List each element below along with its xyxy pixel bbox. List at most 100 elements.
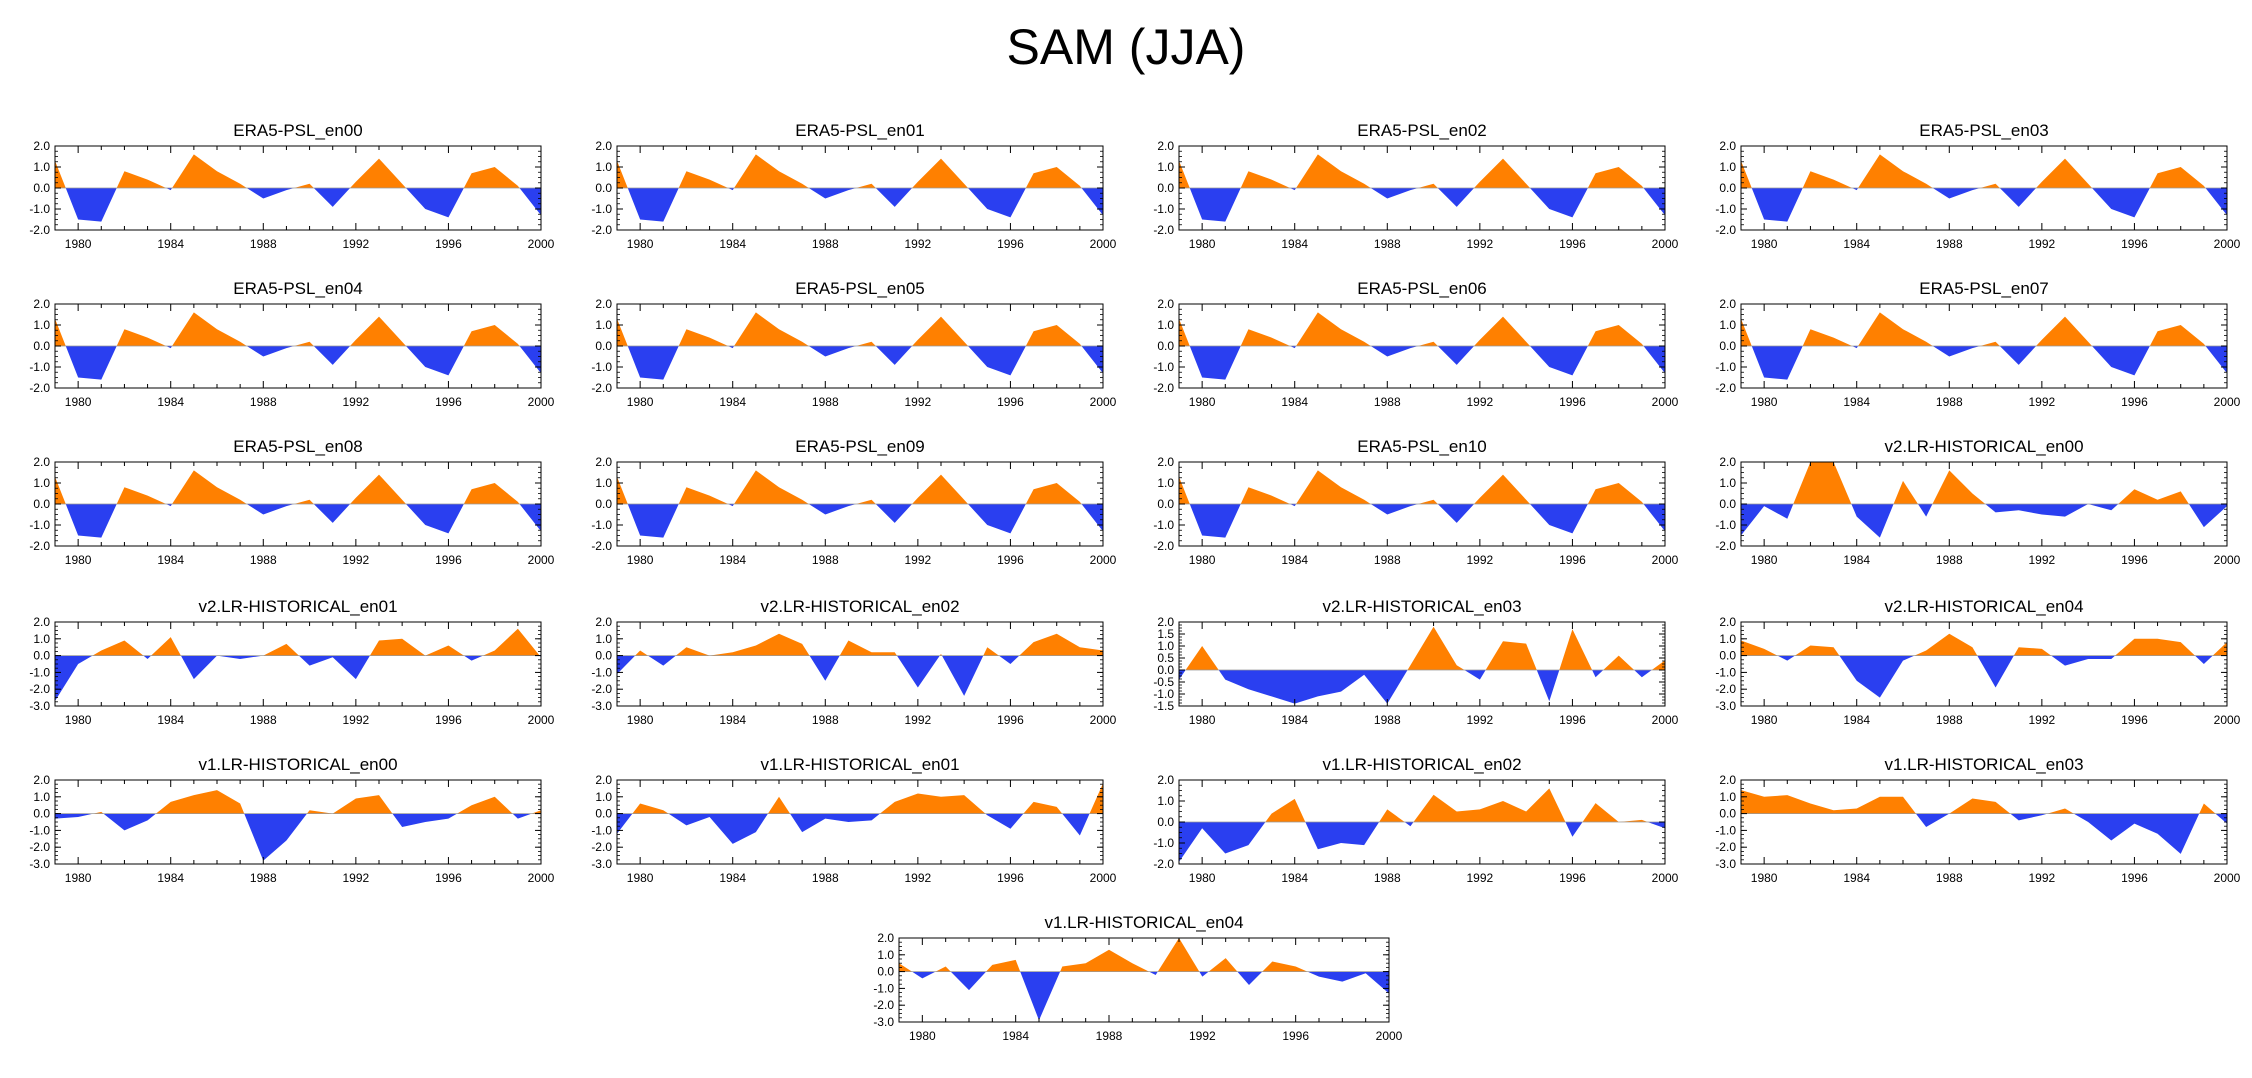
y-tick-label: 2.0: [595, 455, 612, 469]
x-tick-label: 1992: [2029, 713, 2056, 727]
y-tick-label: 2.0: [33, 139, 50, 153]
x-tick-label: 1992: [905, 395, 932, 409]
y-tick-label: 2.0: [1157, 139, 1174, 153]
x-tick-label: 1992: [343, 553, 370, 567]
plot-frame: [54, 621, 542, 707]
positive-area: [93, 790, 541, 814]
positive-area: [1741, 154, 2227, 188]
plot-frame: [616, 621, 1104, 707]
positive-area: [1179, 788, 1665, 822]
y-tick-label: -1.5: [1153, 699, 1174, 713]
x-tick-label: 2000: [528, 871, 555, 885]
x-tick-label: 1992: [2029, 237, 2056, 251]
y-tick-label: -3.0: [1715, 857, 1736, 871]
y-tick-label: 1.0: [33, 160, 50, 174]
x-tick-label: 1984: [1281, 395, 1308, 409]
y-tick-label: -1.0: [1153, 518, 1174, 532]
y-tick-label: 0.0: [595, 807, 612, 821]
y-tick-label: 1.0: [1157, 318, 1174, 332]
x-tick-label: 1988: [1374, 713, 1401, 727]
y-tick-label: 0.0: [595, 497, 612, 511]
panel-title: ERA5-PSL_en06: [1357, 279, 1486, 298]
x-tick-label: 1996: [997, 713, 1024, 727]
y-tick-label: -1.0: [1715, 360, 1736, 374]
x-tick-label: 1992: [343, 871, 370, 885]
x-tick-label: 2000: [1652, 871, 1679, 885]
positive-area: [635, 633, 1103, 656]
x-tick-label: 1980: [1751, 871, 1778, 885]
x-tick-label: 1996: [435, 871, 462, 885]
y-tick-label: 2.0: [1719, 455, 1736, 469]
negative-area: [617, 655, 1103, 696]
positive-area: [55, 312, 541, 346]
negative-area: [617, 188, 1103, 222]
negative-area: [899, 971, 1389, 1021]
x-tick-label: 1980: [1751, 395, 1778, 409]
x-tick-label: 1992: [905, 237, 932, 251]
negative-area: [617, 346, 1103, 380]
chart-panel: v2.LR-HISTORICAL_en00 1980 1984 1988 1992 199…: [1715, 437, 2240, 567]
y-tick-label: -3.0: [1715, 699, 1736, 713]
x-tick-label: 1996: [2121, 871, 2148, 885]
y-tick-label: 1.0: [33, 790, 50, 804]
y-tick-label: 0.0: [595, 181, 612, 195]
y-tick-label: 0.0: [1719, 181, 1736, 195]
x-tick-label: 1984: [1281, 871, 1308, 885]
x-tick-label: 1984: [1843, 713, 1870, 727]
y-tick-label: 0.0: [1157, 181, 1174, 195]
y-tick-label: 2.0: [595, 773, 612, 787]
x-tick-label: 2000: [2214, 395, 2241, 409]
x-tick-label: 1984: [1843, 553, 1870, 567]
x-tick-label: 1988: [812, 395, 839, 409]
x-tick-label: 1980: [627, 713, 654, 727]
y-tick-label: 0.0: [595, 649, 612, 663]
y-tick-label: 1.0: [595, 632, 612, 646]
x-tick-label: 1988: [1374, 237, 1401, 251]
y-tick-label: -2.0: [591, 682, 612, 696]
negative-area: [1741, 655, 2227, 698]
x-tick-label: 1984: [157, 395, 184, 409]
x-tick-label: 1984: [1281, 713, 1308, 727]
positive-area: [899, 938, 1308, 972]
chart-panel: ERA5-PSL_en02 1980 1984 1988 1992 1996 2000 2.0…: [1153, 121, 1678, 251]
chart-panel: ERA5-PSL_en10 1980 1984 1988 1992 1996 2000 2.0…: [1153, 437, 1678, 567]
chart-panel: ERA5-PSL_en08 1980 1984 1988 1992 1996 2000 2.0…: [29, 437, 554, 567]
x-tick-label: 1996: [2121, 713, 2148, 727]
y-tick-label: -1.0: [1715, 823, 1736, 837]
x-tick-label: 1988: [250, 713, 277, 727]
x-tick-label: 2000: [2214, 713, 2241, 727]
y-tick-label: 1.0: [1157, 476, 1174, 490]
chart-panel: v2.LR-HISTORICAL_en03 1980 1984 1988 1992 199…: [1153, 597, 1678, 727]
x-tick-label: 1992: [343, 237, 370, 251]
y-tick-label: -2.0: [1153, 381, 1174, 395]
x-tick-label: 1984: [719, 713, 746, 727]
x-tick-label: 1980: [909, 1029, 936, 1043]
panel-title: ERA5-PSL_en09: [795, 437, 924, 456]
positive-area: [1179, 470, 1665, 504]
positive-area: [1741, 633, 2227, 656]
x-tick-label: 1988: [812, 237, 839, 251]
x-tick-label: 1988: [1374, 553, 1401, 567]
y-tick-label: -2.0: [1153, 223, 1174, 237]
y-tick-label: 2.0: [877, 931, 894, 945]
x-tick-label: 2000: [1090, 553, 1117, 567]
negative-area: [1179, 504, 1665, 538]
x-tick-label: 1984: [719, 237, 746, 251]
chart-panel: ERA5-PSL_en07 1980 1984 1988 1992 1996 2000 2.0…: [1715, 279, 2240, 409]
y-tick-label: -1.0: [1153, 360, 1174, 374]
x-tick-label: 2000: [2214, 871, 2241, 885]
y-tick-label: -1.0: [1715, 665, 1736, 679]
y-tick-label: 2.0: [33, 773, 50, 787]
x-tick-label: 1988: [1936, 553, 1963, 567]
y-tick-label: -2.0: [29, 682, 50, 696]
x-tick-label: 1980: [1189, 553, 1216, 567]
chart-panel: v2.LR-HISTORICAL_en02 1980 1984 1988 1992 199…: [591, 597, 1116, 727]
y-tick-label: 0.5: [1157, 651, 1174, 665]
x-tick-label: 2000: [1652, 395, 1679, 409]
panel-title: v2.LR-HISTORICAL_en04: [1884, 597, 2083, 616]
panel-title: v1.LR-HISTORICAL_en04: [1044, 913, 1243, 932]
panel-title: ERA5-PSL_en03: [1919, 121, 2048, 140]
y-tick-label: 1.0: [1719, 632, 1736, 646]
y-tick-label: -2.0: [873, 998, 894, 1012]
x-tick-label: 1996: [2121, 553, 2148, 567]
